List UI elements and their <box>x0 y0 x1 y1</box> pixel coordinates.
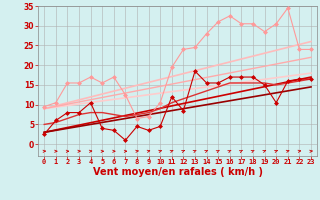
X-axis label: Vent moyen/en rafales ( km/h ): Vent moyen/en rafales ( km/h ) <box>92 167 263 177</box>
